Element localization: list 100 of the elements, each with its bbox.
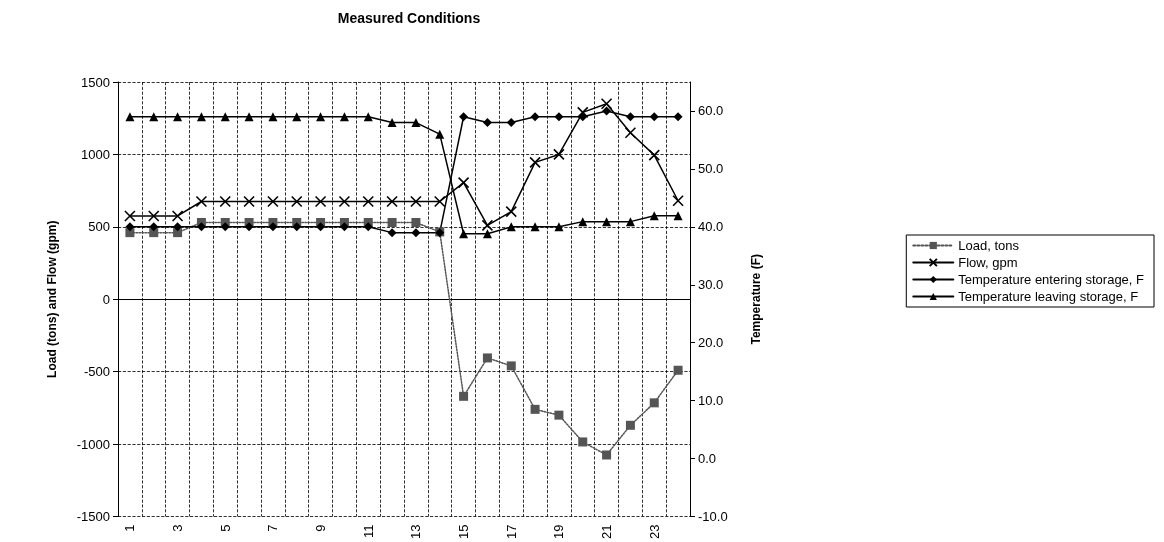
x-tick-label: 17 bbox=[503, 524, 519, 540]
point bbox=[435, 129, 445, 139]
y-tick-label: -1000 bbox=[76, 436, 110, 452]
point bbox=[195, 195, 208, 208]
point bbox=[506, 361, 516, 371]
point bbox=[268, 112, 278, 122]
point bbox=[410, 195, 422, 208]
point bbox=[457, 176, 470, 189]
point bbox=[481, 219, 494, 232]
point bbox=[339, 112, 349, 122]
y2-tick-label: 30.0 bbox=[698, 277, 724, 293]
point bbox=[459, 112, 469, 122]
legend-label: Flow, gpm bbox=[958, 255, 1018, 270]
point bbox=[648, 149, 661, 161]
point bbox=[387, 218, 397, 227]
y-tick-label: 0 bbox=[102, 291, 110, 307]
point bbox=[196, 112, 206, 122]
point bbox=[244, 112, 254, 122]
y-tick-label: -1500 bbox=[76, 509, 110, 525]
point bbox=[173, 112, 183, 122]
y-tick-label: -500 bbox=[83, 364, 110, 380]
legend-label: Temperature entering storage, F bbox=[958, 272, 1145, 287]
y2-tick-label: 10.0 bbox=[698, 393, 724, 409]
point bbox=[411, 228, 421, 238]
point bbox=[387, 228, 397, 238]
point bbox=[411, 218, 421, 227]
y2-tick-label: -10.0 bbox=[698, 509, 728, 525]
point bbox=[149, 222, 159, 232]
x-tick-label: 3 bbox=[170, 524, 186, 532]
point bbox=[338, 195, 351, 208]
point bbox=[649, 112, 659, 122]
point bbox=[625, 112, 635, 122]
point bbox=[147, 210, 160, 222]
point bbox=[602, 106, 612, 116]
point bbox=[576, 106, 589, 119]
x-tick-label: 15 bbox=[456, 524, 472, 540]
x-tick-label: 7 bbox=[265, 524, 281, 532]
x-tick-label: 13 bbox=[408, 524, 424, 540]
y2-tick-label: 0.0 bbox=[698, 451, 717, 467]
point bbox=[459, 391, 469, 401]
point bbox=[363, 222, 373, 232]
point bbox=[600, 97, 613, 110]
point bbox=[124, 210, 136, 222]
point bbox=[125, 112, 135, 122]
point bbox=[649, 398, 659, 408]
point bbox=[433, 195, 446, 208]
y2-tick-label: 50.0 bbox=[698, 161, 724, 177]
x-tick-label: 23 bbox=[646, 524, 662, 540]
y2-axis-title: Temperature (F) bbox=[749, 254, 763, 345]
point bbox=[506, 118, 516, 128]
x-tick-label: 19 bbox=[551, 524, 567, 540]
point bbox=[290, 195, 303, 208]
y2-tick-label: 60.0 bbox=[698, 103, 724, 119]
point bbox=[173, 222, 183, 232]
chart-title: Measured Conditions bbox=[337, 10, 481, 26]
x-tick-label: 11 bbox=[360, 524, 376, 539]
point bbox=[386, 195, 398, 208]
point bbox=[244, 222, 254, 232]
legend-label: Temperature leaving storage, F bbox=[958, 289, 1139, 304]
y-axis-title: Load (tons) and Flow (gpm) bbox=[45, 220, 59, 378]
point bbox=[267, 195, 279, 208]
point bbox=[125, 222, 135, 232]
point bbox=[339, 222, 349, 232]
y2-tick-label: 20.0 bbox=[698, 335, 724, 351]
x-tick-label: 1 bbox=[122, 524, 138, 532]
point bbox=[482, 118, 492, 128]
point bbox=[316, 222, 326, 232]
y2-tick-label: 40.0 bbox=[698, 219, 724, 235]
point bbox=[673, 112, 683, 122]
point bbox=[530, 404, 540, 414]
y-tick-label: 1000 bbox=[81, 146, 110, 162]
point bbox=[482, 353, 492, 363]
point bbox=[554, 410, 564, 420]
point bbox=[625, 420, 635, 430]
x-tick-label: 9 bbox=[313, 524, 329, 532]
point bbox=[673, 211, 683, 221]
point bbox=[219, 195, 232, 208]
point bbox=[482, 229, 492, 239]
point bbox=[387, 118, 397, 128]
point bbox=[529, 156, 541, 169]
x-tick-label: 5 bbox=[217, 524, 233, 532]
point bbox=[220, 222, 230, 232]
point bbox=[316, 112, 326, 122]
point bbox=[578, 437, 588, 447]
point bbox=[196, 222, 206, 232]
point bbox=[554, 112, 564, 122]
point bbox=[672, 194, 684, 207]
point bbox=[625, 217, 635, 227]
point bbox=[171, 210, 184, 222]
point bbox=[268, 222, 278, 232]
point bbox=[505, 205, 518, 218]
point bbox=[314, 195, 327, 208]
x-tick-label: 21 bbox=[599, 524, 615, 540]
point bbox=[624, 126, 637, 139]
point bbox=[602, 217, 612, 227]
point bbox=[602, 450, 612, 460]
point bbox=[553, 148, 565, 161]
y-tick-label: 1500 bbox=[81, 74, 110, 90]
legend-label: Load, tons bbox=[958, 238, 1020, 253]
point bbox=[411, 118, 421, 128]
